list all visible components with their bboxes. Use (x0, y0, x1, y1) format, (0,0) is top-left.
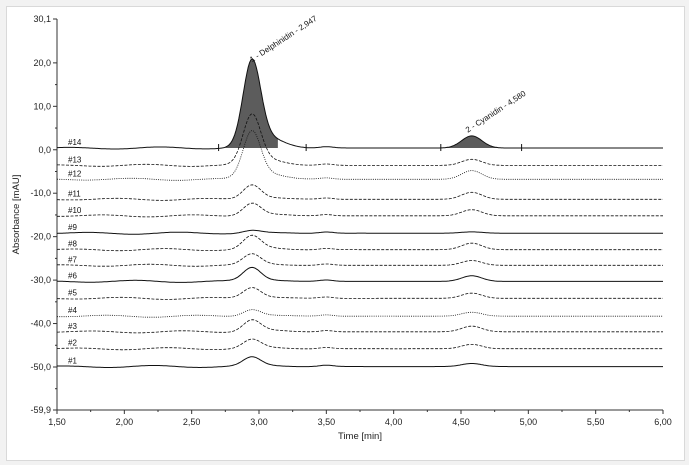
x-tick-label: 4,00 (385, 417, 403, 427)
trace-5 (56, 287, 663, 300)
x-tick-label: 3,50 (318, 417, 336, 427)
trace-label: #2 (68, 339, 77, 348)
y-tick-label: 0,0 (38, 145, 51, 155)
y-tick-label: -20,0 (30, 232, 51, 242)
x-tick-label: 3,00 (250, 417, 268, 427)
trace-label: #6 (68, 271, 77, 280)
y-tick-label: 20,0 (33, 58, 51, 68)
trace-6 (56, 266, 663, 283)
trace-label: #8 (68, 240, 77, 249)
peak-fill-cyanidin (446, 135, 499, 149)
trace-11 (57, 184, 663, 201)
trace-1 (57, 356, 663, 368)
y-tick-label: -50,0 (30, 362, 51, 372)
labels: #14 #13 #12 #11 #10 #9 #8 #7 #6 #5 #4 #3 #2 #1 1 - Del… (68, 14, 528, 366)
trace-12 (57, 130, 663, 181)
trace-2 (57, 338, 663, 351)
x-tick-label: 4,50 (452, 417, 470, 427)
trace-13 (57, 113, 663, 167)
trace-10 (57, 202, 663, 218)
trace-8 (56, 234, 663, 252)
trace-label: #9 (68, 223, 77, 232)
x-tick-label: 5,00 (520, 417, 538, 427)
trace-label: #11 (68, 189, 81, 198)
x-tick-label: 2,00 (116, 417, 134, 427)
chromatogram-chart: 30,1 20,0 10,0 0,0 -10,0 -20,0 -30,0 -40,0 -50,0… (11, 14, 672, 442)
trace-3 (57, 319, 663, 334)
y-tick-label: -40,0 (30, 319, 51, 329)
axes: 30,1 20,0 10,0 0,0 -10,0 -20,0 -30,0 -40,0 -50,0… (11, 14, 672, 442)
trace-4 (57, 309, 663, 318)
trace-label: #12 (68, 169, 82, 178)
trace-7 (57, 253, 663, 267)
trace-14 (57, 58, 663, 150)
y-tick-label: 30,1 (33, 14, 51, 24)
x-tick-label: 1,50 (48, 417, 66, 427)
peak-label-delphinidin: 1 - Delphinidin - 2,947 (248, 14, 319, 64)
trace-label: #14 (68, 138, 82, 147)
trace-label: #13 (68, 155, 82, 164)
trace-label: #3 (68, 322, 77, 331)
y-tick-label: -59,9 (30, 405, 51, 415)
trace-label: #5 (68, 288, 77, 297)
x-tick-label: 5,50 (587, 417, 605, 427)
trace-9 (56, 229, 663, 235)
y-tick-label: -10,0 (30, 188, 51, 198)
chart-frame: 30,1 20,0 10,0 0,0 -10,0 -20,0 -30,0 -40,0 -50,0… (6, 6, 685, 461)
x-tick-label: 6,00 (654, 417, 672, 427)
peak-fill-delphinidin (225, 58, 278, 149)
y-axis-title: Absorbance [mAU] (11, 175, 22, 255)
x-tick-label: 2,50 (183, 417, 201, 427)
x-axis-title: Time [min] (338, 431, 382, 442)
traces (56, 58, 663, 368)
y-tick-label: -30,0 (30, 275, 51, 285)
y-tick-label: 10,0 (33, 101, 51, 111)
trace-label: #10 (68, 206, 82, 215)
trace-label: #4 (68, 306, 77, 315)
trace-label: #7 (68, 255, 77, 264)
peak-label-cyanidin: 2 - Cyanidin - 4,580 (464, 89, 528, 135)
trace-label: #1 (68, 357, 77, 366)
